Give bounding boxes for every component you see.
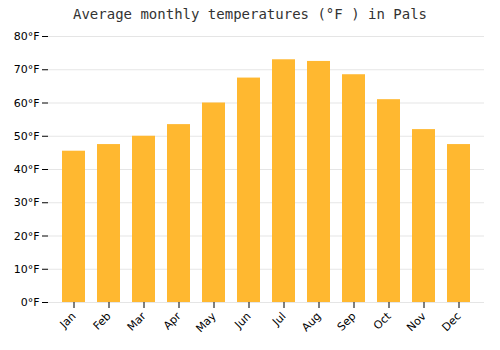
svg-text:Jun: Jun — [232, 310, 254, 332]
svg-text:Nov: Nov — [404, 309, 429, 334]
svg-text:Aug: Aug — [299, 310, 323, 334]
svg-text:40°F: 40°F — [14, 163, 40, 176]
svg-text:30°F: 30°F — [14, 196, 40, 209]
html-text:Average monthly temperatures (: Average monthly temperatures (°F ) in Pa… — [73, 6, 427, 22]
svg-text:80°F: 80°F — [14, 30, 40, 43]
svg-text:Apr: Apr — [161, 309, 184, 332]
svg-text:10°F: 10°F — [14, 263, 40, 276]
svg-text:Dec: Dec — [439, 310, 463, 334]
svg-text:Oct: Oct — [371, 309, 394, 332]
svg-text:Jan: Jan — [57, 310, 79, 332]
svg-text:Mar: Mar — [125, 309, 149, 333]
svg-text:60°F: 60°F — [14, 97, 40, 110]
svg-text:May: May — [193, 309, 219, 335]
svg-text:0°F: 0°F — [21, 296, 40, 309]
svg-text:20°F: 20°F — [14, 230, 40, 243]
svg-text:Sep: Sep — [335, 310, 359, 334]
svg-text:50°F: 50°F — [14, 130, 40, 143]
svg-text:Feb: Feb — [91, 310, 114, 333]
svg-text:70°F: 70°F — [14, 63, 40, 76]
svg-text:Jul: Jul — [269, 310, 288, 329]
